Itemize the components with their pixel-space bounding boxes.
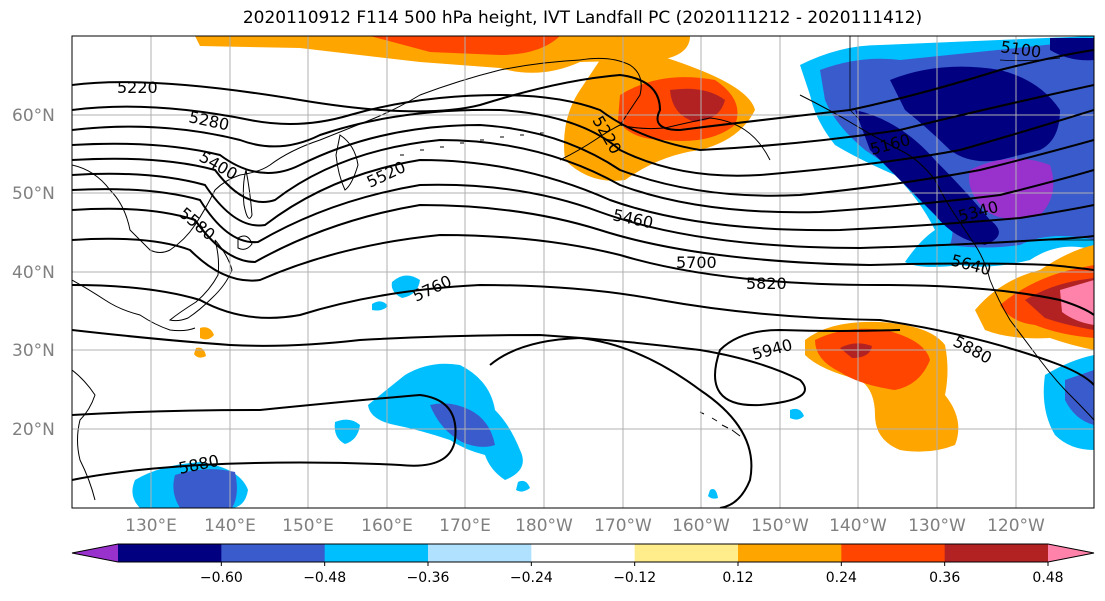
- colorbar-tick-label: −0.60: [200, 570, 243, 586]
- latitude-label: 40°N: [12, 263, 55, 283]
- map-title: 2020110912 F114 500 hPa height, IVT Land…: [242, 8, 923, 28]
- coastlines: [72, 36, 1094, 501]
- coastline-asia: [72, 59, 581, 253]
- colorbar-segment: [841, 544, 946, 562]
- colorbar-tick-label: −0.24: [510, 570, 553, 586]
- longitude-label: 170°W: [594, 516, 652, 536]
- colorbar-tick-labels: −0.60 −0.48 −0.36 −0.24 −0.12 0.12 0.24 0.36 0.4…: [200, 562, 1064, 586]
- colorbar-segment: [118, 544, 222, 562]
- longitude-label: 130°W: [908, 516, 966, 536]
- colorbar-tick-label: 0.36: [929, 570, 960, 586]
- latitude-label: 30°N: [12, 341, 55, 361]
- colorbar-segment: [531, 544, 636, 562]
- longitude-label: 160°W: [672, 516, 730, 536]
- longitude-label: 150°W: [751, 516, 809, 536]
- colorbar-tick-label: 0.12: [722, 570, 753, 586]
- latitude-label: 60°N: [12, 106, 55, 126]
- longitude-label: 130°E: [125, 516, 177, 536]
- colorbar-outline: [71, 543, 1095, 563]
- longitude-label: 120°W: [987, 516, 1045, 536]
- longitude-label: 160°E: [361, 516, 413, 536]
- positive-anomaly-north-pacific: [195, 36, 690, 73]
- colorbar-segment: [428, 544, 532, 562]
- contour-label: 5700: [676, 253, 717, 272]
- colorbar-extend-min: [72, 544, 118, 562]
- colorbar-tick-label: −0.12: [613, 570, 656, 586]
- height-contours: [72, 49, 1094, 508]
- colorbar: [71, 543, 1095, 563]
- colorbar-segment: [944, 544, 1049, 562]
- longitude-labels: 130°E 140°E 150°E 160°E 170°E 180°W 170°…: [125, 516, 1045, 536]
- latitude-label: 50°N: [12, 184, 55, 204]
- colorbar-tick-label: 0.48: [1032, 570, 1063, 586]
- colorbar-extend-max: [1048, 544, 1094, 562]
- colorbar-tick-label: 0.24: [826, 570, 857, 586]
- longitude-label: 180°W: [515, 516, 573, 536]
- coastline-north-america: [799, 94, 1094, 421]
- longitude-label: 170°E: [439, 516, 491, 536]
- colorbar-segment: [738, 544, 842, 562]
- contour-label: 5820: [746, 274, 787, 293]
- contour-label: 5220: [117, 78, 158, 97]
- coastline-kamchatka: [335, 134, 359, 191]
- colorbar-segment: [324, 544, 429, 562]
- longitude-label: 150°E: [282, 516, 334, 536]
- latitude-labels: 60°N 50°N 40°N 30°N 20°N: [12, 106, 55, 440]
- colorbar-tick-label: −0.48: [303, 570, 346, 586]
- colorbar-segment: [221, 544, 326, 562]
- gridlines: [72, 36, 1094, 508]
- longitude-label: 140°W: [829, 516, 887, 536]
- latitude-label: 20°N: [12, 420, 55, 440]
- coastline-hawaii: [699, 411, 741, 437]
- colorbar-tick-label: −0.36: [407, 570, 450, 586]
- colorbar-segment: [634, 544, 739, 562]
- plot-frame: [71, 35, 1095, 509]
- longitude-label: 140°E: [204, 516, 256, 536]
- coastline-alaska: [579, 57, 771, 161]
